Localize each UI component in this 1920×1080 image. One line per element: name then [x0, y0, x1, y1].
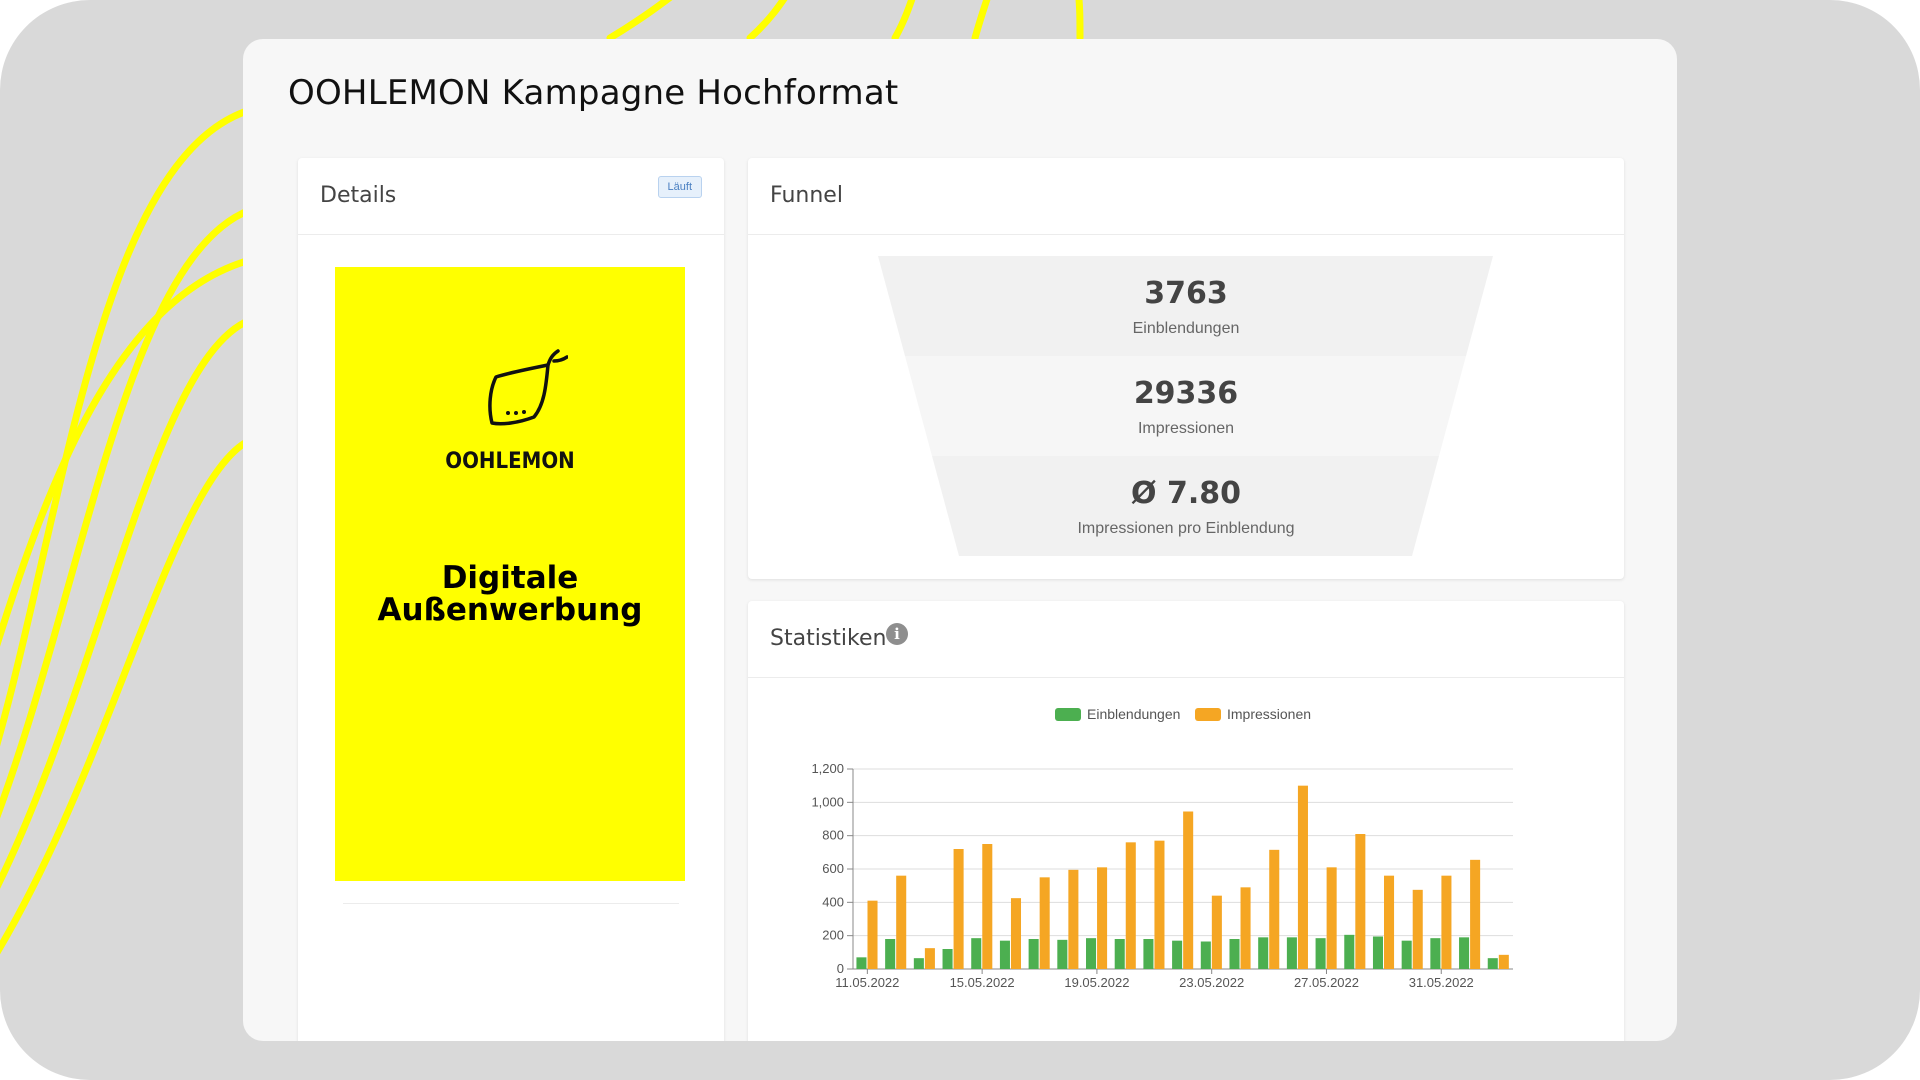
bar-impressionen-8: [1068, 869, 1079, 969]
funnel-step-3-value: Ø 7.80: [1131, 476, 1241, 511]
bar-einblendungen-3: [913, 958, 924, 969]
bar-impressionen-15: [1269, 849, 1280, 969]
funnel-step-2-value: 29336: [1133, 376, 1239, 411]
creative-brand: OOHLEMON: [445, 449, 575, 474]
info-icon[interactable]: i: [886, 623, 908, 645]
y-tick-label: 600: [822, 861, 844, 876]
headline-line-1: Digitale: [441, 560, 579, 596]
x-tick-label: 27.05.2022: [1294, 975, 1359, 990]
statistics-title: Statistiken: [770, 626, 887, 651]
y-tick-label: 0: [837, 961, 844, 976]
bar-impressionen-18: [1355, 834, 1366, 969]
funnel-step-1-label: Einblendungen: [1132, 320, 1240, 337]
funnel-step-2-shape: [905, 356, 1466, 456]
details-divider: [343, 903, 679, 904]
bar-impressionen-9: [1097, 867, 1108, 969]
bar-einblendungen-20: [1401, 940, 1412, 969]
bar-einblendungen-17: [1315, 938, 1326, 969]
funnel-step-3-label: Impressionen pro Einblendung: [1077, 520, 1295, 537]
bar-impressionen-3: [924, 948, 935, 969]
lemon-icon: [488, 349, 568, 426]
funnel-step-1-value: 3763: [1144, 276, 1228, 311]
bar-impressionen-17: [1326, 867, 1337, 969]
bar-impressionen-11: [1154, 840, 1165, 969]
x-tick-label: 31.05.2022: [1409, 975, 1474, 990]
bar-impressionen-19: [1384, 875, 1395, 969]
funnel-step-2: 29336 Impressionen: [748, 356, 1624, 456]
y-tick-label: 1,200: [811, 761, 844, 776]
bar-einblendungen-14: [1229, 939, 1240, 969]
funnel-step-3-shape: [932, 456, 1439, 556]
y-tick-label: 800: [822, 828, 844, 843]
legend-swatch-2: [1195, 708, 1221, 721]
campaign-panel: OOHLEMON Kampagne Hochformat Details Läu…: [243, 39, 1677, 1041]
statistics-chart: Einblendungen Impressionen 0 200 400 600 800 1,…: [811, 706, 1513, 990]
legend-label-2: Impressionen: [1227, 706, 1311, 722]
bar-impressionen-12: [1183, 811, 1194, 969]
bar-impressionen-6: [1010, 898, 1022, 969]
funnel-step-2-label: Impressionen: [1137, 420, 1235, 437]
bar-einblendungen-23: [1487, 958, 1498, 969]
bar-einblendungen-22: [1459, 937, 1470, 969]
headline-line-2: Außenwerbung: [377, 592, 643, 628]
legend-swatch-1: [1055, 708, 1081, 721]
bar-einblendungen-13: [1200, 941, 1211, 969]
y-tick-label: 400: [822, 894, 844, 909]
bar-impressionen-7: [1039, 877, 1050, 969]
bar-impressionen-22: [1470, 859, 1481, 969]
status-badge: Läuft: [657, 176, 702, 198]
legend-label-1: Einblendungen: [1087, 706, 1180, 722]
funnel-step-1-shape: [878, 256, 1493, 356]
details-title: Details: [320, 183, 397, 208]
creative-preview[interactable]: OOHLEMON Digitale Außenwerbung: [335, 267, 685, 881]
x-tick-label: 11.05.2022: [835, 975, 899, 990]
bar-impressionen-10: [1125, 842, 1136, 969]
details-header: Details Läuft: [298, 158, 724, 235]
y-tick-label: 200: [822, 928, 844, 943]
bar-impressionen-2: [896, 875, 907, 969]
bar-einblendungen-21: [1430, 938, 1441, 969]
funnel-step-3: Ø 7.80 Impressionen pro Einblendung: [748, 456, 1624, 556]
x-tick-label: 23.05.2022: [1179, 975, 1244, 990]
bar-einblendungen-8: [1057, 939, 1068, 969]
page-title: OOHLEMON Kampagne Hochformat: [288, 73, 899, 113]
bar-impressionen-4: [953, 849, 964, 969]
bar-einblendungen-7: [1028, 939, 1039, 969]
funnel-card: Funnel 3763 Einblendungen 29336 Impressi…: [748, 158, 1624, 579]
creative-headline: Digitale Außenwerbung: [335, 562, 685, 626]
bar-einblendungen-12: [1172, 940, 1183, 969]
bar-impressionen-23: [1498, 954, 1509, 969]
details-card: Details Läuft OOHLEMON: [298, 158, 724, 1041]
bar-impressionen-16: [1297, 785, 1308, 969]
bar-einblendungen-2: [885, 939, 896, 969]
funnel-header: Funnel: [748, 158, 1624, 235]
bar-impressionen-1: [867, 900, 878, 969]
bar-einblendungen-11: [1143, 939, 1154, 969]
bar-einblendungen-15: [1258, 937, 1269, 969]
funnel-title: Funnel: [770, 183, 843, 208]
bar-einblendungen-6: [999, 940, 1010, 969]
funnel-step-1: 3763 Einblendungen: [748, 256, 1624, 356]
bar-einblendungen-10: [1114, 939, 1125, 969]
bar-einblendungen-5: [971, 938, 982, 969]
statistics-card: Statistiken i Einblendungen Impressionen 0…: [748, 601, 1624, 1041]
bar-impressionen-20: [1412, 889, 1423, 969]
bar-einblendungen-18: [1344, 934, 1355, 969]
bar-impressionen-13: [1211, 895, 1222, 969]
x-tick-label: 15.05.2022: [950, 975, 1015, 990]
y-tick-label: 1,000: [811, 794, 844, 809]
x-tick-label: 19.05.2022: [1064, 975, 1129, 990]
bar-einblendungen-16: [1286, 937, 1297, 969]
bar-einblendungen-1: [856, 957, 867, 969]
bar-impressionen-14: [1240, 887, 1251, 969]
bar-einblendungen-4: [942, 949, 953, 969]
bar-impressionen-21: [1441, 875, 1452, 969]
bar-impressionen-5: [982, 844, 993, 969]
statistics-header: Statistiken i: [748, 601, 1624, 678]
bar-einblendungen-9: [1086, 938, 1097, 969]
bar-einblendungen-19: [1372, 936, 1384, 969]
